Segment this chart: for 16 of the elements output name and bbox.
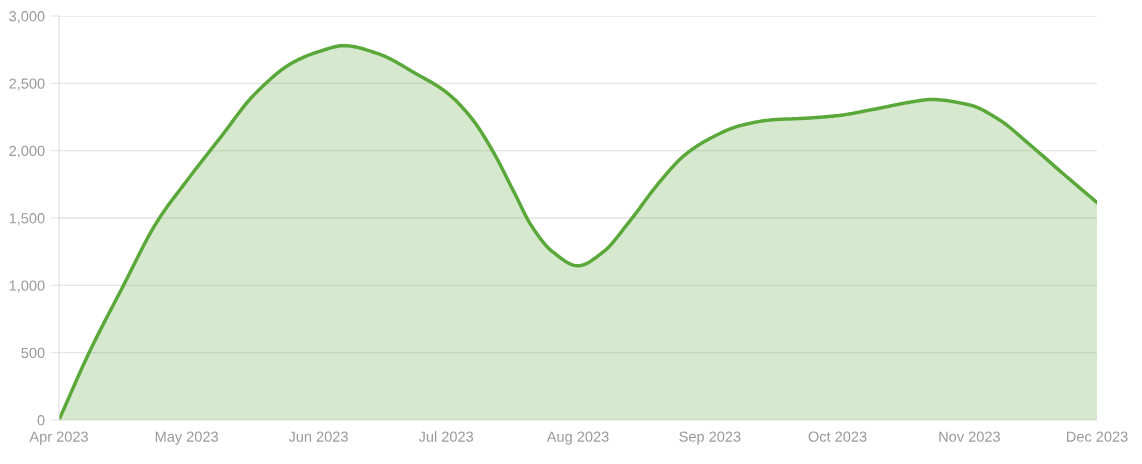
x-tick-label: Aug 2023 xyxy=(546,431,609,445)
y-tick-label: 3,000 xyxy=(9,11,45,24)
x-tick-label: Nov 2023 xyxy=(939,431,1000,442)
x-tick-label: May 2023 xyxy=(155,431,219,445)
y-tick-label: 500 xyxy=(21,347,45,359)
x-tick-label: Jul 2023 xyxy=(418,431,474,442)
x-tick-label: Sep 2023 xyxy=(679,431,741,445)
y-tick-label: 2,000 xyxy=(9,145,45,158)
x-tick-label: Apr 2023 xyxy=(29,431,88,445)
x-tick-label: Dec 2023 xyxy=(1066,431,1128,442)
y-tick-label: 1,500 xyxy=(9,213,45,226)
y-tick-label: 0 xyxy=(37,415,45,426)
x-tick-label: Oct 2023 xyxy=(808,431,867,442)
y-tick-label: 1,000 xyxy=(9,280,45,293)
y-tick-label: 2,500 xyxy=(9,78,45,91)
x-tick-label: Jun 2023 xyxy=(288,431,348,442)
